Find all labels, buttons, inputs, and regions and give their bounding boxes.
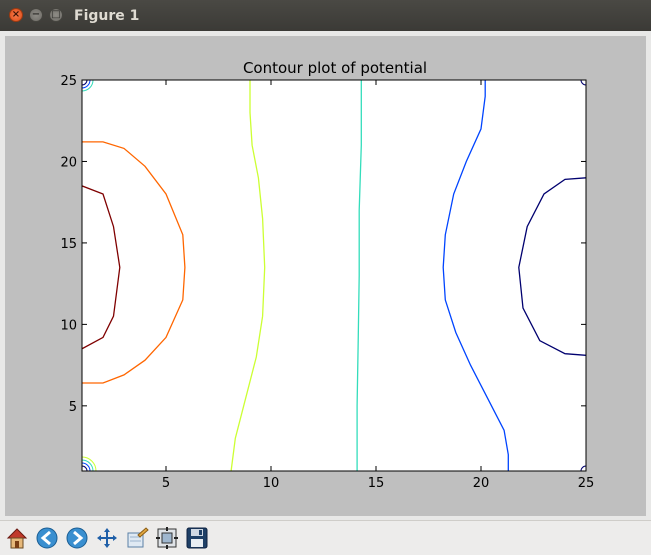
back-icon bbox=[36, 527, 58, 549]
home-button[interactable] bbox=[4, 525, 30, 551]
y-tick-label: 25 bbox=[60, 74, 77, 89]
y-tick-label: 5 bbox=[69, 400, 77, 415]
forward-button[interactable] bbox=[64, 525, 90, 551]
x-tick-label: 25 bbox=[578, 476, 595, 491]
maximize-window-button[interactable]: □ bbox=[49, 8, 63, 22]
zoom-button[interactable] bbox=[124, 525, 150, 551]
x-tick-label: 5 bbox=[162, 476, 170, 491]
axis-ticks: 5 10 15 20 25 5 10 15 20 25 bbox=[60, 74, 594, 491]
home-icon bbox=[6, 528, 28, 549]
contour-line-5 bbox=[518, 177, 586, 356]
configure-subplots-button[interactable] bbox=[154, 525, 180, 551]
contour-lines bbox=[82, 80, 586, 471]
x-tick-label: 20 bbox=[473, 476, 490, 491]
x-tick-label: 15 bbox=[368, 476, 385, 491]
contour-line-3 bbox=[356, 80, 362, 471]
pan-button[interactable] bbox=[94, 525, 120, 551]
navigation-toolbar bbox=[0, 520, 651, 555]
x-tick-label: 10 bbox=[263, 476, 280, 491]
window-title: Figure 1 bbox=[74, 8, 140, 24]
minimize-window-button[interactable]: − bbox=[29, 8, 43, 22]
save-icon bbox=[186, 527, 208, 549]
window-titlebar: × − □ Figure 1 bbox=[0, 0, 651, 32]
y-tick-label: 10 bbox=[60, 318, 77, 333]
close-window-button[interactable]: × bbox=[9, 8, 23, 22]
y-tick-label: 20 bbox=[60, 155, 77, 170]
axes-frame bbox=[81, 79, 587, 472]
pan-icon bbox=[97, 528, 117, 548]
plot-area[interactable] bbox=[82, 80, 586, 471]
contour-line-4 bbox=[442, 80, 509, 471]
back-button[interactable] bbox=[34, 525, 60, 551]
zoom-icon bbox=[127, 527, 149, 548]
contour-line-1 bbox=[82, 141, 186, 384]
forward-icon bbox=[66, 527, 88, 549]
save-button[interactable] bbox=[184, 525, 210, 551]
contour-line-0 bbox=[82, 185, 121, 350]
y-tick-label: 15 bbox=[60, 237, 77, 252]
chart-title: Contour plot of potential bbox=[243, 59, 427, 77]
configure-subplots-icon bbox=[156, 527, 178, 549]
contour-line-2 bbox=[230, 80, 266, 471]
